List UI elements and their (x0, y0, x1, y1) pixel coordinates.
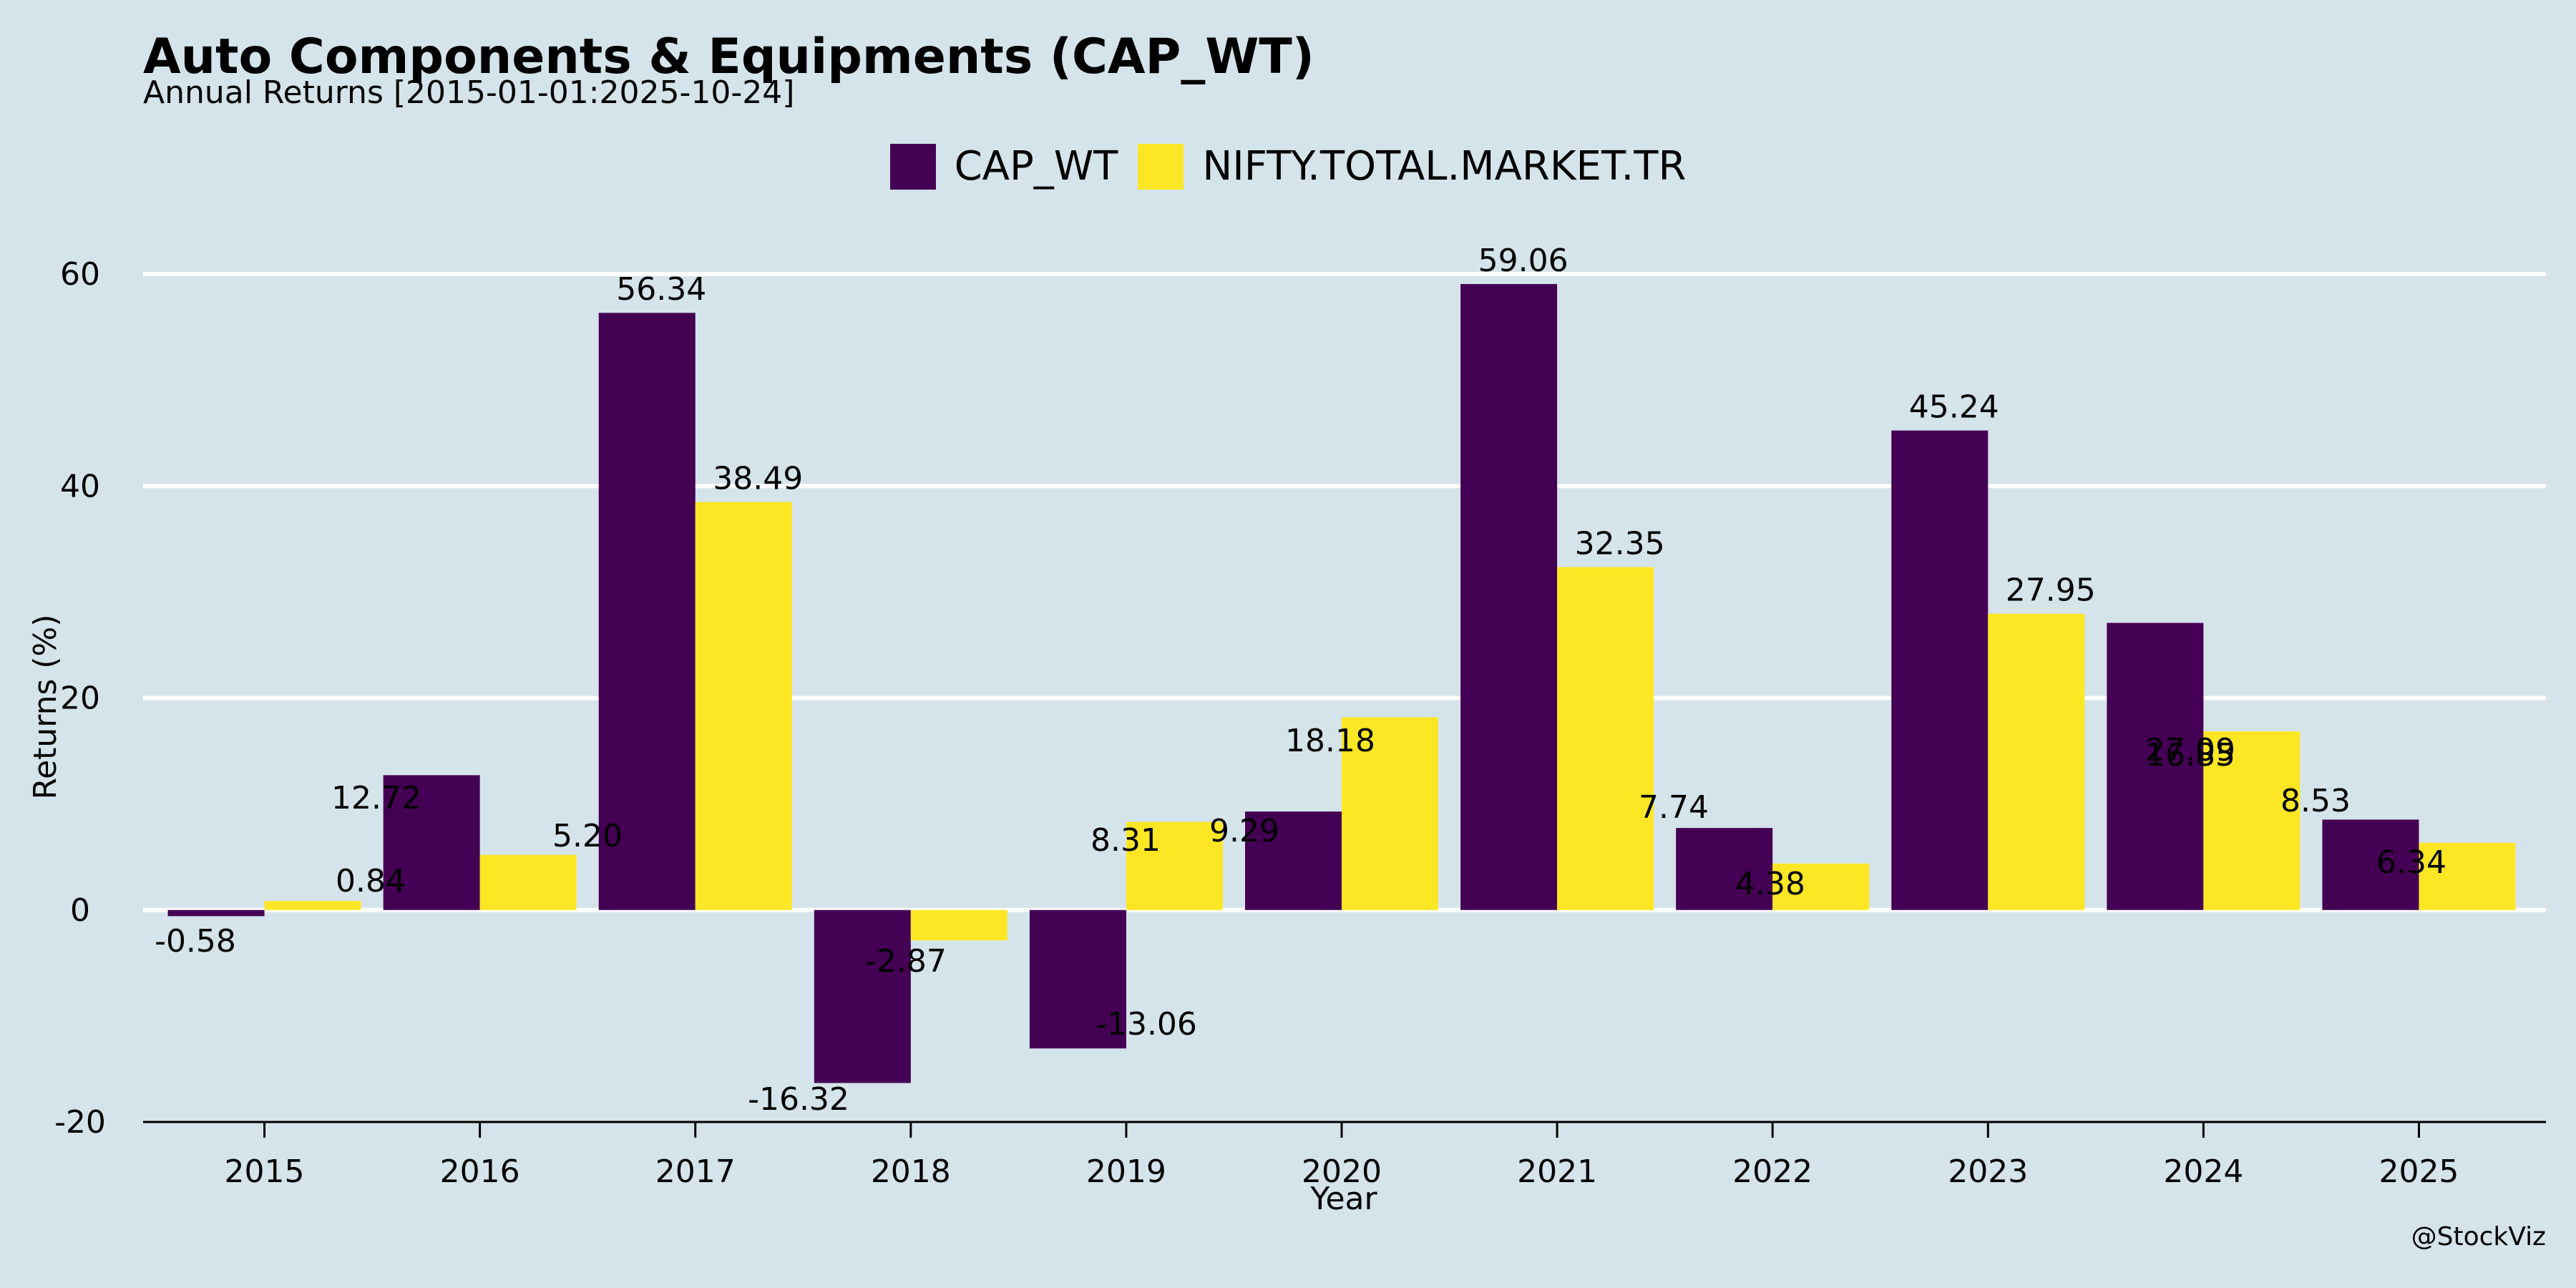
data-label-cap-wt-2025: 8.53 (2280, 783, 2351, 819)
data-label-cap-wt-2017: 56.34 (616, 271, 706, 308)
bar-nifty-2023 (1988, 613, 2085, 910)
bar-nifty-2022 (1772, 863, 1870, 910)
data-label-nifty-2023: 27.95 (2006, 572, 2096, 609)
x-tick-label: 2015 (225, 1153, 305, 1190)
legend-item-cap-wt: CAP_WT (889, 143, 1118, 190)
x-tick-label: 2021 (1517, 1153, 1597, 1190)
bar-cap-wt-2022 (1676, 828, 1773, 910)
y-tick-label: -20 (54, 1104, 106, 1141)
x-tick-label: 2020 (1302, 1153, 1382, 1190)
data-label-cap-wt-2021: 59.06 (1478, 243, 1568, 279)
bar-cap-wt-2021 (1460, 283, 1558, 910)
bar-nifty-2020 (1342, 717, 1438, 910)
y-axis-label: Returns (%) (27, 614, 64, 799)
chart-title: Auto Components & Equipments (CAP_WT) (143, 29, 1314, 85)
x-tick-label: 2025 (2379, 1153, 2459, 1190)
legend-swatch-nifty (1138, 143, 1184, 190)
x-tick-label: 2016 (440, 1153, 520, 1190)
x-axis-label: Year (1309, 1181, 1377, 1217)
y-tick-label: 20 (60, 680, 100, 717)
bar-nifty-2025 (2419, 842, 2516, 910)
legend: CAP_WT NIFTY.TOTAL.MARKET.TR (0, 143, 2576, 190)
bar-nifty-2016 (479, 854, 577, 910)
data-label-cap-wt-2019: -13.06 (1096, 1006, 1197, 1043)
bar-cap-wt-2016 (383, 775, 480, 910)
watermark: @StockViz (2411, 1222, 2546, 1252)
data-label-cap-wt-2018: -16.32 (748, 1081, 849, 1118)
x-tick-label: 2019 (1086, 1153, 1166, 1190)
data-label-cap-wt-2020: 9.29 (1209, 813, 1279, 849)
bar-cap-wt-2017 (598, 313, 696, 910)
legend-label-cap-wt: CAP_WT (954, 143, 1118, 190)
bar-cap-wt-2019 (1029, 909, 1126, 1049)
bar-cap-wt-2020 (1245, 811, 1342, 910)
data-label-nifty-2025: 6.34 (2376, 844, 2446, 881)
axes: -20 0 20 40 60 2015 2016 2017 2018 2019 2020 2021 20… (54, 256, 2546, 1190)
x-tick-label: 2017 (655, 1153, 736, 1190)
data-label-nifty-2020: 18.18 (1285, 723, 1375, 759)
bars (167, 283, 2516, 1083)
data-labels: -0.58 12.72 56.34 -16.32 -13.06 9.29 59.06 7.74… (155, 243, 2446, 1118)
data-label-cap-wt-2024: 27.09 (2145, 732, 2235, 769)
bar-nifty-2024 (2203, 731, 2301, 910)
bar-nifty-2018 (910, 909, 1008, 941)
bar-cap-wt-2024 (2107, 623, 2204, 910)
x-tick-label: 2022 (1732, 1153, 1813, 1190)
bar-nifty-2017 (695, 502, 792, 910)
chart-subtitle: Annual Returns [2015-01-01:2025-10-24] (143, 74, 795, 111)
data-label-nifty-2019: 8.31 (1091, 822, 1161, 859)
legend-label-nifty: NIFTY.TOTAL.MARKET.TR (1202, 143, 1687, 190)
y-tick-label: 60 (60, 256, 100, 293)
data-label-cap-wt-2022: 7.74 (1639, 789, 1709, 826)
data-label-cap-wt-2016: 12.72 (331, 780, 421, 816)
legend-item-nifty: NIFTY.TOTAL.MARKET.TR (1138, 143, 1686, 190)
data-label-nifty-2022: 4.38 (1735, 866, 1805, 902)
x-tick-label: 2024 (2163, 1153, 2243, 1190)
bar-cap-wt-2018 (814, 909, 911, 1083)
data-label-cap-wt-2023: 45.24 (1909, 389, 1999, 426)
x-tick-label: 2023 (1948, 1153, 2028, 1190)
x-tick-label: 2018 (871, 1153, 951, 1190)
bar-nifty-2021 (1557, 567, 1654, 910)
y-tick-label: 0 (70, 892, 90, 929)
bar-cap-wt-2015 (167, 909, 265, 917)
bar-nifty-2019 (1126, 821, 1223, 910)
bar-cap-wt-2025 (2322, 819, 2419, 910)
legend-swatch-cap-wt (889, 143, 936, 190)
y-tick-label: 40 (60, 468, 100, 504)
bar-cap-wt-2023 (1891, 430, 1989, 910)
bar-nifty-2015 (264, 901, 361, 910)
data-label-nifty-2024: 16.85 (2145, 737, 2235, 774)
data-label-nifty-2015: 0.84 (336, 863, 406, 899)
data-label-nifty-2016: 5.20 (552, 818, 623, 854)
data-label-nifty-2018: -2.87 (865, 943, 947, 980)
data-label-nifty-2021: 32.35 (1575, 526, 1665, 562)
data-label-cap-wt-2015: -0.58 (155, 923, 236, 960)
data-label-nifty-2017: 38.49 (713, 461, 803, 497)
